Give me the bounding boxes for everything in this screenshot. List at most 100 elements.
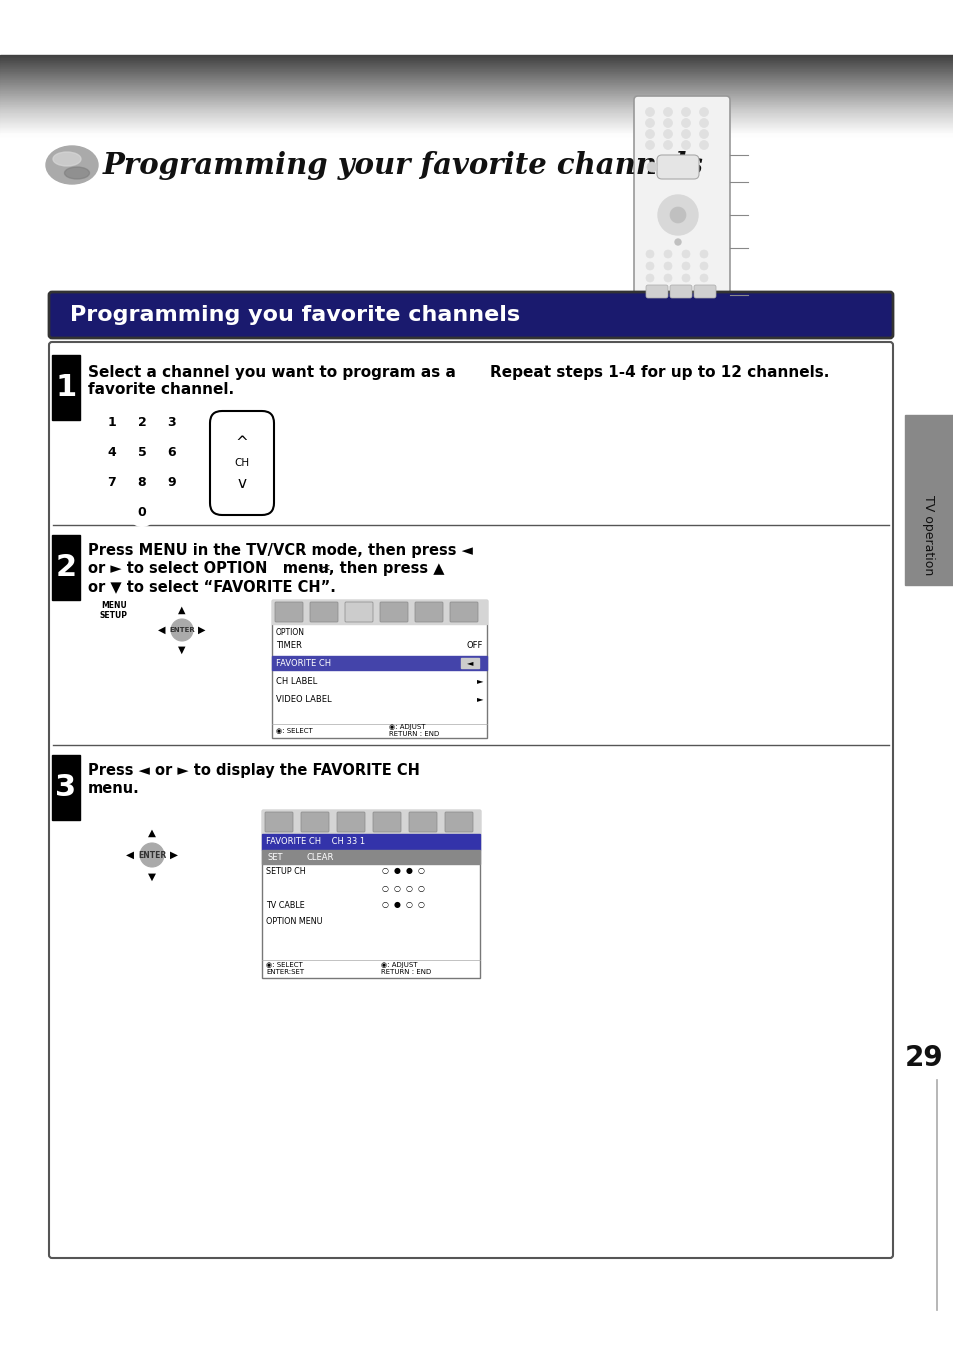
FancyBboxPatch shape	[49, 342, 892, 1258]
Circle shape	[645, 250, 654, 258]
Text: SETUP: SETUP	[100, 611, 128, 620]
Bar	[52, 755, 80, 820]
Text: VIDEO LABEL: VIDEO LABEL	[275, 694, 332, 704]
Text: ◉: ADJUST
RETURN : END: ◉: ADJUST RETURN : END	[389, 724, 439, 736]
Text: 1: 1	[108, 416, 116, 430]
Text: ◉: ADJUST
RETURN : END: ◉: ADJUST RETURN : END	[380, 962, 431, 974]
FancyBboxPatch shape	[409, 812, 436, 832]
Circle shape	[700, 274, 707, 282]
Circle shape	[680, 108, 690, 116]
Text: TIMER: TIMER	[275, 640, 301, 650]
Text: ○  ●  ○  ○: ○ ● ○ ○	[381, 901, 424, 909]
Bar	[262, 834, 479, 850]
Text: 2: 2	[137, 416, 146, 430]
Circle shape	[699, 119, 708, 127]
Circle shape	[663, 274, 671, 282]
Circle shape	[171, 619, 193, 640]
Text: ◀: ◀	[126, 850, 133, 861]
Bar	[52, 355, 80, 420]
Text: TV operation: TV operation	[922, 494, 935, 576]
Circle shape	[662, 108, 672, 116]
Text: TV CABLE: TV CABLE	[266, 901, 304, 909]
Text: 9: 9	[168, 477, 176, 489]
Bar	[272, 657, 486, 670]
Circle shape	[669, 207, 685, 223]
Text: 7: 7	[108, 477, 116, 489]
Circle shape	[645, 274, 654, 282]
FancyBboxPatch shape	[274, 603, 303, 621]
Text: Press ◄ or ► to display the FAVORITE CH: Press ◄ or ► to display the FAVORITE CH	[88, 763, 419, 778]
FancyBboxPatch shape	[657, 155, 699, 178]
Circle shape	[98, 613, 130, 646]
Bar	[272, 600, 486, 738]
Bar	[262, 811, 479, 834]
FancyBboxPatch shape	[634, 96, 729, 309]
Ellipse shape	[46, 146, 98, 184]
Circle shape	[645, 130, 654, 139]
Circle shape	[699, 141, 708, 150]
FancyBboxPatch shape	[693, 285, 716, 299]
Text: ✂: ✂	[316, 561, 330, 576]
Bar	[904, 415, 952, 585]
Text: 3: 3	[55, 773, 76, 802]
Circle shape	[153, 603, 210, 658]
Circle shape	[645, 108, 654, 116]
Text: 29: 29	[903, 1044, 943, 1071]
Text: 8: 8	[137, 477, 146, 489]
Text: SETUP CH: SETUP CH	[266, 866, 305, 875]
Text: favorite channel.: favorite channel.	[88, 382, 233, 397]
Text: ◄: ◄	[466, 658, 473, 667]
Text: OPTION: OPTION	[275, 628, 305, 638]
Text: ►: ►	[476, 677, 482, 685]
Text: ▶: ▶	[170, 850, 178, 861]
Text: ENTER: ENTER	[169, 627, 194, 634]
Text: 1: 1	[55, 373, 76, 403]
Text: SET: SET	[268, 852, 283, 862]
Text: ^: ^	[235, 435, 248, 450]
FancyBboxPatch shape	[49, 292, 892, 338]
Circle shape	[646, 162, 657, 172]
Text: ○  ●  ●  ○: ○ ● ● ○	[381, 866, 424, 875]
Circle shape	[159, 409, 185, 436]
Text: ▼: ▼	[148, 871, 156, 882]
Circle shape	[140, 843, 164, 867]
FancyBboxPatch shape	[379, 603, 408, 621]
Circle shape	[662, 119, 672, 127]
Circle shape	[681, 250, 689, 258]
Circle shape	[662, 141, 672, 150]
Circle shape	[663, 250, 671, 258]
Circle shape	[680, 130, 690, 139]
Circle shape	[129, 409, 154, 436]
Text: or ▼ to select “FAVORITE CH”.: or ▼ to select “FAVORITE CH”.	[88, 580, 335, 594]
Text: CH: CH	[234, 458, 250, 467]
Bar	[460, 658, 478, 667]
Circle shape	[681, 262, 689, 270]
Circle shape	[663, 262, 671, 270]
Text: CH LABEL: CH LABEL	[275, 677, 317, 685]
Bar	[262, 850, 479, 865]
Text: 5: 5	[137, 446, 146, 459]
FancyBboxPatch shape	[415, 603, 442, 621]
Text: MENU: MENU	[101, 601, 127, 611]
Text: ▲: ▲	[148, 828, 156, 838]
Text: Press MENU in the TV/VCR mode, then press ◄: Press MENU in the TV/VCR mode, then pres…	[88, 543, 473, 558]
FancyBboxPatch shape	[301, 812, 329, 832]
Circle shape	[699, 130, 708, 139]
Ellipse shape	[65, 168, 90, 178]
Ellipse shape	[53, 153, 81, 166]
Text: 3: 3	[168, 416, 176, 430]
Circle shape	[129, 500, 154, 526]
Circle shape	[680, 141, 690, 150]
Circle shape	[129, 440, 154, 466]
Text: Programming you favorite channels: Programming you favorite channels	[70, 305, 519, 326]
Circle shape	[129, 470, 154, 496]
FancyBboxPatch shape	[310, 603, 337, 621]
FancyBboxPatch shape	[444, 812, 473, 832]
Bar	[52, 535, 80, 600]
Bar	[272, 600, 486, 624]
FancyBboxPatch shape	[669, 285, 691, 299]
Text: FAVORITE CH: FAVORITE CH	[275, 658, 331, 667]
Text: ○  ○  ○  ○: ○ ○ ○ ○	[381, 884, 424, 893]
Text: FAVORITE CH    CH 33 1: FAVORITE CH CH 33 1	[266, 838, 365, 847]
Circle shape	[99, 440, 125, 466]
